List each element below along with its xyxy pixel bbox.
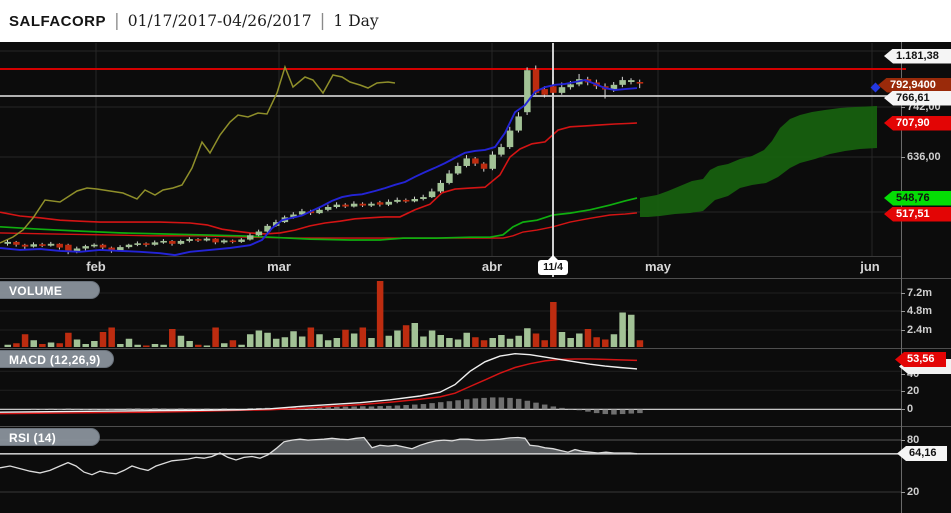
volume-tick-dash	[901, 330, 905, 331]
volume-tick-label: 4.8m	[907, 305, 933, 317]
rsi-value-badge: 64,16	[897, 446, 947, 461]
price-tick-label: 636,00	[907, 151, 941, 163]
timeframe-label: 1 Day	[333, 12, 379, 30]
right-axis-line	[901, 42, 902, 513]
volume-tick-label: 2.4m	[907, 324, 933, 336]
price-level-badge: 517,51	[884, 206, 951, 222]
x-axis-month-label: may	[644, 259, 672, 274]
event-marker-pointer	[548, 255, 558, 260]
panel-divider	[0, 278, 951, 279]
plot-bottom-border	[0, 256, 901, 257]
volume-tick-dash	[901, 311, 905, 312]
x-axis-month-label: feb	[86, 259, 106, 274]
macd-tick-dash	[901, 374, 905, 375]
rsi-indicator-pill[interactable]: RSI (14)	[0, 428, 100, 446]
x-axis-month-label: abr	[481, 259, 503, 274]
event-date-label: 11/4	[538, 260, 568, 275]
header-separator: |	[114, 11, 120, 31]
rsi-tick-dash	[901, 440, 905, 441]
price-level-badge: 766,61	[884, 90, 951, 106]
macd-value-badge: 53,56	[895, 352, 946, 367]
macd-tick-dash	[901, 391, 905, 392]
macd-tick-dash	[901, 409, 905, 410]
volume-tick-label: 7.2m	[907, 287, 933, 299]
rsi-tick-dash	[901, 492, 905, 493]
macd-tick-label: 20	[907, 385, 920, 397]
volume-indicator-pill[interactable]: VOLUME	[0, 281, 100, 299]
rsi-tick-label: 20	[907, 486, 920, 498]
volume-tick-dash	[901, 293, 905, 294]
macd-tick-label: 0	[907, 403, 914, 415]
header-separator: |	[319, 11, 326, 31]
main-price-chart[interactable]	[0, 42, 951, 279]
rsi-tick-label: 80	[907, 434, 920, 446]
price-tick-dash	[901, 107, 905, 108]
price-level-badge: 792,9400	[878, 77, 951, 93]
price-tick-dash	[901, 157, 905, 158]
macd-indicator-pill[interactable]: MACD (12,26,9)	[0, 350, 114, 368]
panel-divider	[0, 426, 951, 427]
symbol-title: SALFACORP	[9, 12, 107, 30]
macd-chart[interactable]	[0, 349, 951, 426]
rsi-chart[interactable]	[0, 427, 951, 513]
x-axis-month-label: mar	[267, 259, 291, 274]
price-level-badge: 548,76	[884, 190, 951, 206]
price-level-badge: 1.181,38	[884, 48, 951, 64]
panel-divider	[0, 348, 951, 349]
volume-chart[interactable]	[0, 279, 951, 348]
price-level-badge: 707,90	[884, 115, 951, 131]
x-axis-month-label: jun	[860, 259, 880, 274]
date-range: 01/17/2017-04/26/2017	[127, 12, 312, 30]
chart-header: SALFACORP | 01/17/2017-04/26/2017 | 1 Da…	[0, 0, 951, 42]
